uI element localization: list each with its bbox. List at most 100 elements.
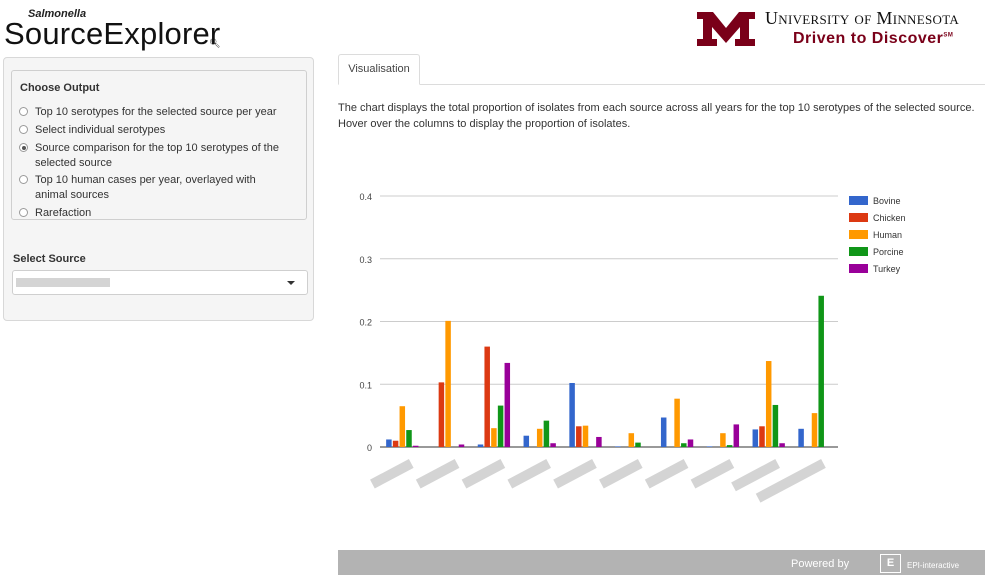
option-label: Top 10 human cases per year, overlayed w…: [35, 174, 256, 201]
y-tick-label: 0.4: [359, 192, 372, 202]
bar-bovine[interactable]: [569, 382, 575, 447]
bar-human[interactable]: [399, 406, 406, 447]
powered-by-label: Powered by: [791, 558, 850, 570]
brand-title: SourceExplorer: [4, 16, 221, 51]
company-name[interactable]: EPI-interactive: [907, 561, 960, 570]
legend-label-porcine: Porcine: [873, 247, 904, 257]
bar-bovine[interactable]: [523, 435, 530, 447]
legend-label-chicken: Chicken: [873, 213, 906, 223]
footer: Powered by E EPI-interactive: [338, 550, 985, 575]
bar-human[interactable]: [765, 361, 772, 447]
bar-human[interactable]: [674, 398, 680, 447]
legend-swatch: [849, 196, 868, 205]
bar-bovine[interactable]: [477, 444, 484, 447]
bar-porcine[interactable]: [497, 405, 504, 447]
x-tick-label: [690, 459, 735, 489]
x-tick-label: [644, 459, 689, 489]
bar-porcine[interactable]: [772, 404, 779, 447]
source-value: [16, 278, 110, 287]
legend-swatch: [849, 247, 868, 256]
bar-bovine[interactable]: [798, 428, 804, 447]
radio-button[interactable]: [19, 107, 28, 116]
bar-turkey[interactable]: [596, 436, 602, 447]
legend-label-human: Human: [873, 230, 902, 240]
radio-button[interactable]: [19, 125, 28, 134]
legend-swatch: [849, 264, 868, 273]
block-m-icon: [697, 12, 755, 46]
y-tick-label: 0.1: [359, 380, 372, 390]
option-label: Top 10 serotypes for the selected source…: [35, 106, 277, 118]
x-tick-label-placeholder: [461, 459, 506, 489]
x-tick-label-placeholder: [415, 459, 460, 489]
select-source-label: Select Source: [13, 253, 86, 265]
bar-turkey[interactable]: [550, 443, 556, 447]
bar-porcine[interactable]: [406, 430, 412, 447]
x-tick-label: [507, 459, 551, 489]
bar-chicken[interactable]: [484, 346, 490, 447]
brand-subtitle: Salmonella: [28, 8, 87, 20]
sidebar-panel: Choose Output Top 10 serotypes for the s…: [3, 57, 314, 321]
x-tick-label: [731, 459, 780, 492]
x-tick-label-placeholder: [690, 459, 735, 489]
bar-turkey[interactable]: [458, 444, 465, 447]
bar-turkey[interactable]: [687, 439, 694, 447]
bar-bovine[interactable]: [615, 446, 621, 447]
x-tick-label: [415, 459, 460, 489]
legend-label-bovine: Bovine: [873, 196, 901, 206]
bar-bovine[interactable]: [706, 446, 713, 447]
epi-logo-icon[interactable]: E: [880, 554, 901, 573]
caret-down-icon: [287, 281, 295, 285]
bar-human[interactable]: [445, 320, 451, 447]
y-tick-label: 0.3: [359, 255, 372, 265]
x-tick-label-placeholder: [370, 459, 414, 489]
tab-visualisation[interactable]: Visualisation: [338, 54, 420, 85]
bar-chicken[interactable]: [576, 426, 582, 447]
university-name: University of Minnesota: [765, 8, 960, 28]
select-source-dropdown[interactable]: [12, 270, 308, 295]
bar-turkey[interactable]: [779, 443, 785, 447]
bar-chicken[interactable]: [759, 426, 765, 447]
bar-porcine[interactable]: [681, 443, 687, 447]
x-tick-label: [461, 459, 506, 489]
bar-bovine[interactable]: [752, 429, 759, 447]
bar-human[interactable]: [811, 413, 818, 447]
bar-bovine[interactable]: [386, 439, 392, 447]
tab-divider: [338, 84, 985, 85]
x-tick-label-placeholder: [644, 459, 689, 489]
legend-label-turkey: Turkey: [873, 264, 901, 274]
radio-button[interactable]: [19, 175, 28, 184]
bar-turkey[interactable]: [412, 445, 419, 447]
chart-description: The chart displays the total proportion …: [338, 102, 975, 130]
bar-human[interactable]: [491, 428, 497, 447]
radio-button-selected[interactable]: [19, 143, 28, 152]
bar-human[interactable]: [582, 425, 589, 447]
bar-porcine[interactable]: [635, 442, 641, 447]
bar-human[interactable]: [720, 433, 726, 447]
bar-turkey[interactable]: [733, 424, 740, 447]
x-tick-label: [599, 459, 643, 489]
university-logo[interactable]: University of Minnesota Driven to Discov…: [695, 6, 985, 54]
bar-porcine[interactable]: [726, 445, 733, 447]
x-tick-label: [370, 459, 414, 489]
bar-bovine[interactable]: [660, 417, 667, 447]
magnifier-icon: 🔍︎: [209, 38, 221, 48]
legend-swatch: [849, 230, 868, 239]
x-tick-label-placeholder: [599, 459, 643, 489]
x-tick-label: [553, 459, 597, 489]
y-tick-label: 0.2: [359, 318, 372, 328]
choose-output-heading: Choose Output: [20, 82, 100, 94]
bar-human[interactable]: [628, 433, 635, 447]
bar-chicken[interactable]: [438, 382, 445, 447]
bar-human[interactable]: [536, 428, 543, 447]
choose-output-group: Choose Output Top 10 serotypes for the s…: [11, 70, 307, 220]
tagline: Driven to DiscoverSM: [793, 30, 954, 47]
chart: 0 0.1 0.2 0.3 0.4 Bovine Chicken Human Porcine Tu…: [359, 192, 906, 503]
bar-turkey[interactable]: [504, 362, 511, 447]
bar-chicken[interactable]: [392, 440, 399, 447]
bar-porcine[interactable]: [818, 295, 824, 447]
option-label: Source comparison for the top 10 serotyp…: [35, 142, 279, 169]
x-tick-label-placeholder: [553, 459, 597, 489]
bar-porcine[interactable]: [543, 420, 550, 447]
radio-button[interactable]: [19, 208, 28, 217]
x-tick-label: [755, 459, 826, 503]
